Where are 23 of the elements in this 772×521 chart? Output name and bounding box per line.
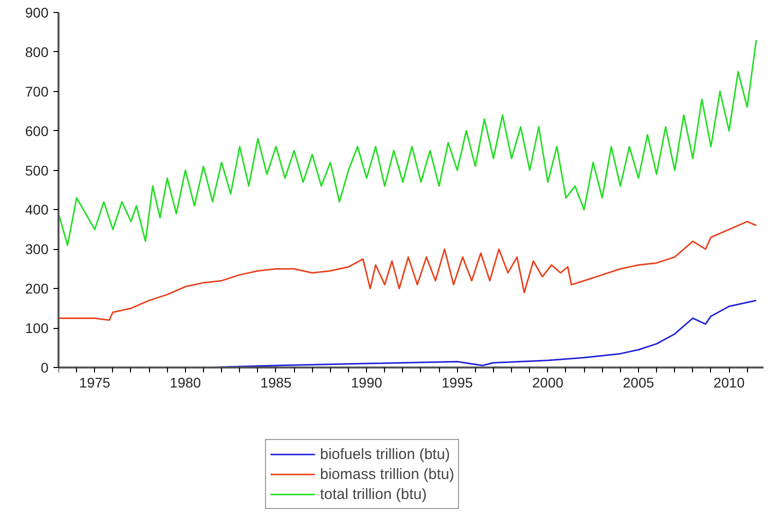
- x-tick-label: 2005: [622, 374, 654, 390]
- x-tick-label: 1980: [170, 374, 202, 390]
- line-series: [58, 220, 757, 321]
- x-tick-label: 2010: [713, 374, 745, 390]
- y-tick-label: 0: [40, 360, 49, 376]
- y-tick-label: 400: [25, 202, 49, 218]
- legend-label: total trillion (btu): [320, 486, 427, 502]
- y-tick-label: 900: [25, 4, 49, 20]
- y-tick-label: 500: [25, 162, 49, 178]
- x-tick-label: 1995: [442, 374, 473, 390]
- y-tick-label: 200: [25, 280, 49, 297]
- y-tick-label: 800: [25, 44, 49, 60]
- x-tick-label: 1985: [260, 374, 292, 390]
- x-tick-label: 1975: [79, 374, 111, 390]
- x-tick-label: 2000: [532, 374, 564, 390]
- y-tick-label: 300: [25, 241, 49, 258]
- legend-label: biomass trillion (btu): [320, 466, 454, 482]
- y-tick-label: 600: [25, 122, 49, 139]
- y-tick-label: 100: [25, 320, 49, 336]
- x-tick-label: 1990: [351, 374, 382, 390]
- y-tick-label: 700: [25, 83, 49, 100]
- line-series: [58, 39, 757, 246]
- legend-label: biofuels trillion (btu): [320, 446, 450, 462]
